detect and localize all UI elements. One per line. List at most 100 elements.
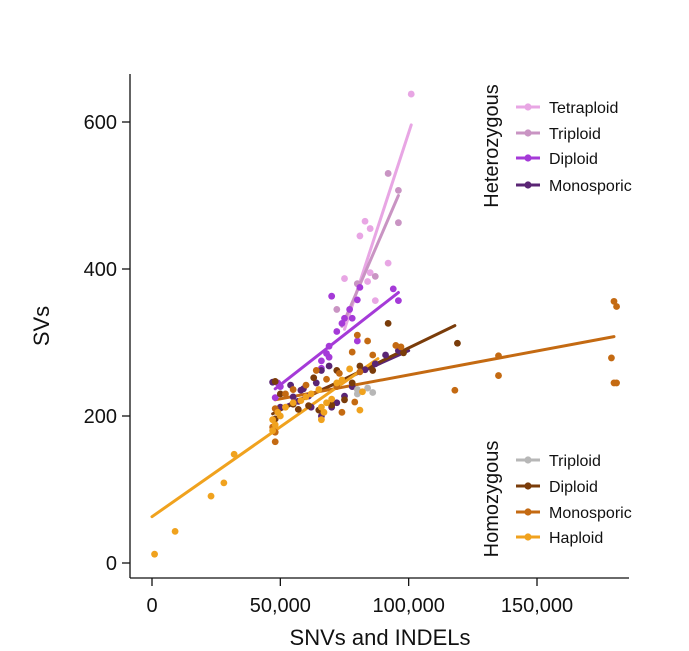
legend-item-monosporic: Monosporic: [516, 505, 632, 522]
point-heterozygous-triploid: [395, 186, 402, 194]
point-heterozygous-triploid: [384, 170, 392, 177]
point-homozygous-haploid: [356, 406, 364, 414]
point-heterozygous-tetraploid: [361, 217, 369, 225]
point-homozygous-haploid: [328, 395, 336, 403]
legend-item-diploid: Diploid: [516, 479, 598, 496]
point-homozygous-haploid: [338, 376, 346, 384]
point-heterozygous-triploid: [371, 272, 379, 280]
point-heterozygous-triploid: [333, 306, 341, 313]
point-homozygous-monosporic: [302, 381, 310, 389]
point-homozygous-diploid: [356, 362, 364, 370]
point-heterozygous-tetraploid: [407, 90, 415, 98]
legend-label: Triploid: [549, 453, 601, 470]
x-tick-label: 0: [146, 595, 157, 617]
point-homozygous-haploid: [320, 408, 328, 416]
point-heterozygous-diploid: [348, 314, 356, 322]
point-heterozygous-triploid: [395, 219, 402, 227]
point-homozygous-haploid: [318, 403, 325, 411]
legend-title: Heterozygous: [481, 84, 503, 207]
fit-line-homozygous-haploid: [150, 357, 380, 519]
point-homozygous-diploid: [454, 339, 461, 347]
x-tick-label: 150,000: [501, 595, 573, 617]
point-heterozygous-tetraploid: [341, 275, 348, 282]
point-homozygous-diploid: [271, 378, 279, 385]
point-homozygous-monosporic: [392, 342, 400, 349]
y-tick-label: 400: [84, 259, 117, 281]
point-homozygous-monosporic: [608, 354, 615, 362]
x-tick-label: 100,000: [373, 595, 445, 617]
point-heterozygous-monosporic: [333, 399, 341, 407]
legends: Heterozygous Tetraploid Triploid Diploid Mon…: [481, 84, 632, 557]
point-homozygous-diploid: [341, 396, 348, 404]
point-heterozygous-diploid: [356, 283, 364, 291]
point-heterozygous-diploid: [271, 394, 279, 402]
legend-item-diploid: Diploid: [516, 151, 598, 168]
point-homozygous-diploid: [384, 319, 392, 327]
point-homozygous-monosporic: [495, 352, 502, 360]
point-homozygous-diploid: [369, 367, 377, 374]
point-homozygous-monosporic: [289, 386, 297, 393]
y-ticks: 0 200 400 600: [84, 112, 130, 575]
point-heterozygous-diploid: [389, 285, 397, 293]
legend-label: Monosporic: [549, 505, 632, 522]
point-homozygous-haploid: [297, 397, 305, 404]
data-points: [151, 90, 620, 558]
legend-label: Monosporic: [549, 178, 632, 195]
legend-point-swatch: [524, 103, 532, 111]
point-homozygous-monosporic: [364, 337, 371, 345]
point-homozygous-monosporic: [351, 398, 359, 406]
legend-point-swatch: [524, 154, 532, 162]
point-homozygous-haploid: [230, 450, 238, 458]
legend-item-monosporic: Monosporic: [516, 178, 632, 195]
legend-point-swatch: [524, 456, 532, 464]
legend-item-triploid: Triploid: [516, 126, 601, 143]
point-heterozygous-tetraploid: [366, 225, 374, 232]
point-homozygous-diploid: [310, 374, 318, 382]
point-heterozygous-diploid: [346, 306, 354, 313]
point-homozygous-diploid: [305, 402, 312, 410]
point-heterozygous-diploid: [325, 342, 333, 350]
point-homozygous-monosporic: [369, 351, 377, 359]
point-homozygous-haploid: [151, 550, 158, 558]
fit-line-heterozygous-triploid: [340, 194, 400, 328]
point-heterozygous-diploid: [325, 353, 333, 361]
point-homozygous-haploid: [269, 416, 277, 424]
point-heterozygous-monosporic: [325, 362, 333, 370]
point-homozygous-monosporic: [271, 438, 279, 446]
point-homozygous-monosporic: [495, 372, 502, 379]
x-axis-label: SNVs and INDELs: [290, 625, 471, 650]
legend-label: Haploid: [549, 530, 603, 547]
point-homozygous-diploid: [294, 405, 302, 413]
point-homozygous-diploid: [328, 401, 336, 409]
point-heterozygous-tetraploid: [364, 278, 371, 285]
legend-heterozygous: Heterozygous Tetraploid Triploid Diploid Mon…: [481, 84, 632, 207]
point-homozygous-haploid: [323, 399, 330, 407]
y-axis-label: SVs: [29, 306, 54, 346]
legend-point-swatch: [524, 508, 532, 516]
legend-point-swatch: [524, 482, 532, 490]
fit-line-heterozygous-diploid: [273, 291, 400, 391]
point-homozygous-monosporic: [338, 408, 346, 416]
point-heterozygous-tetraploid: [371, 297, 379, 305]
point-heterozygous-diploid: [276, 383, 284, 390]
point-heterozygous-monosporic: [289, 393, 297, 401]
point-homozygous-haploid: [271, 421, 279, 429]
legend-label: Triploid: [549, 126, 601, 143]
y-tick-label: 600: [84, 112, 117, 134]
point-homozygous-haploid: [269, 427, 277, 435]
point-heterozygous-monosporic: [382, 351, 389, 359]
legend-homozygous: Homozygous Triploid Diploid Monosporic Haplo…: [481, 441, 632, 558]
point-homozygous-haploid: [318, 416, 325, 424]
point-homozygous-diploid: [276, 390, 284, 398]
point-homozygous-haploid: [346, 365, 354, 373]
point-heterozygous-tetraploid: [356, 232, 364, 240]
point-heterozygous-diploid: [328, 292, 336, 300]
point-heterozygous-monosporic: [371, 360, 379, 368]
legend-item-triploid: Triploid: [516, 453, 601, 470]
point-homozygous-haploid: [333, 379, 341, 387]
point-homozygous-haploid: [289, 399, 297, 407]
point-homozygous-haploid: [220, 479, 228, 487]
point-homozygous-triploid: [364, 384, 371, 392]
point-homozygous-diploid: [400, 349, 407, 357]
